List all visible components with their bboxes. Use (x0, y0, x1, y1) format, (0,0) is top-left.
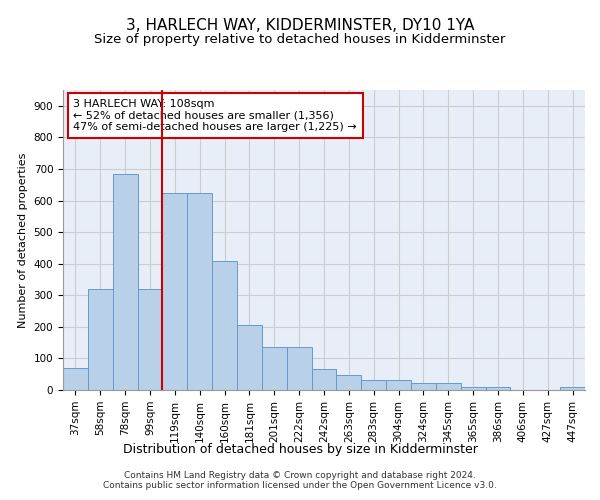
Bar (63, 368, 88, 390)
Bar (88, 289, 113, 390)
Text: Size of property relative to detached houses in Kidderminster: Size of property relative to detached ho… (94, 32, 506, 46)
Y-axis label: Number of detached properties: Number of detached properties (18, 152, 28, 328)
Bar (411, 383, 436, 390)
Bar (361, 380, 386, 390)
Bar (461, 386, 485, 390)
Bar (187, 192, 212, 390)
Bar (337, 375, 361, 390)
Bar (287, 346, 311, 390)
Bar (137, 289, 163, 390)
Bar (212, 260, 237, 390)
Bar (485, 388, 511, 390)
Bar (262, 346, 287, 390)
Bar (386, 380, 411, 390)
Text: 3, HARLECH WAY, KIDDERMINSTER, DY10 1YA: 3, HARLECH WAY, KIDDERMINSTER, DY10 1YA (126, 18, 474, 32)
Text: Distribution of detached houses by size in Kidderminster: Distribution of detached houses by size … (122, 442, 478, 456)
Bar (311, 368, 337, 390)
Bar (237, 324, 262, 390)
Bar (163, 192, 187, 390)
Bar (436, 383, 461, 390)
Text: 3 HARLECH WAY: 108sqm
← 52% of detached houses are smaller (1,356)
47% of semi-d: 3 HARLECH WAY: 108sqm ← 52% of detached … (73, 99, 357, 132)
Text: Contains HM Land Registry data © Crown copyright and database right 2024.
Contai: Contains HM Land Registry data © Crown c… (103, 470, 497, 490)
Bar (113, 174, 137, 390)
Bar (560, 388, 585, 390)
